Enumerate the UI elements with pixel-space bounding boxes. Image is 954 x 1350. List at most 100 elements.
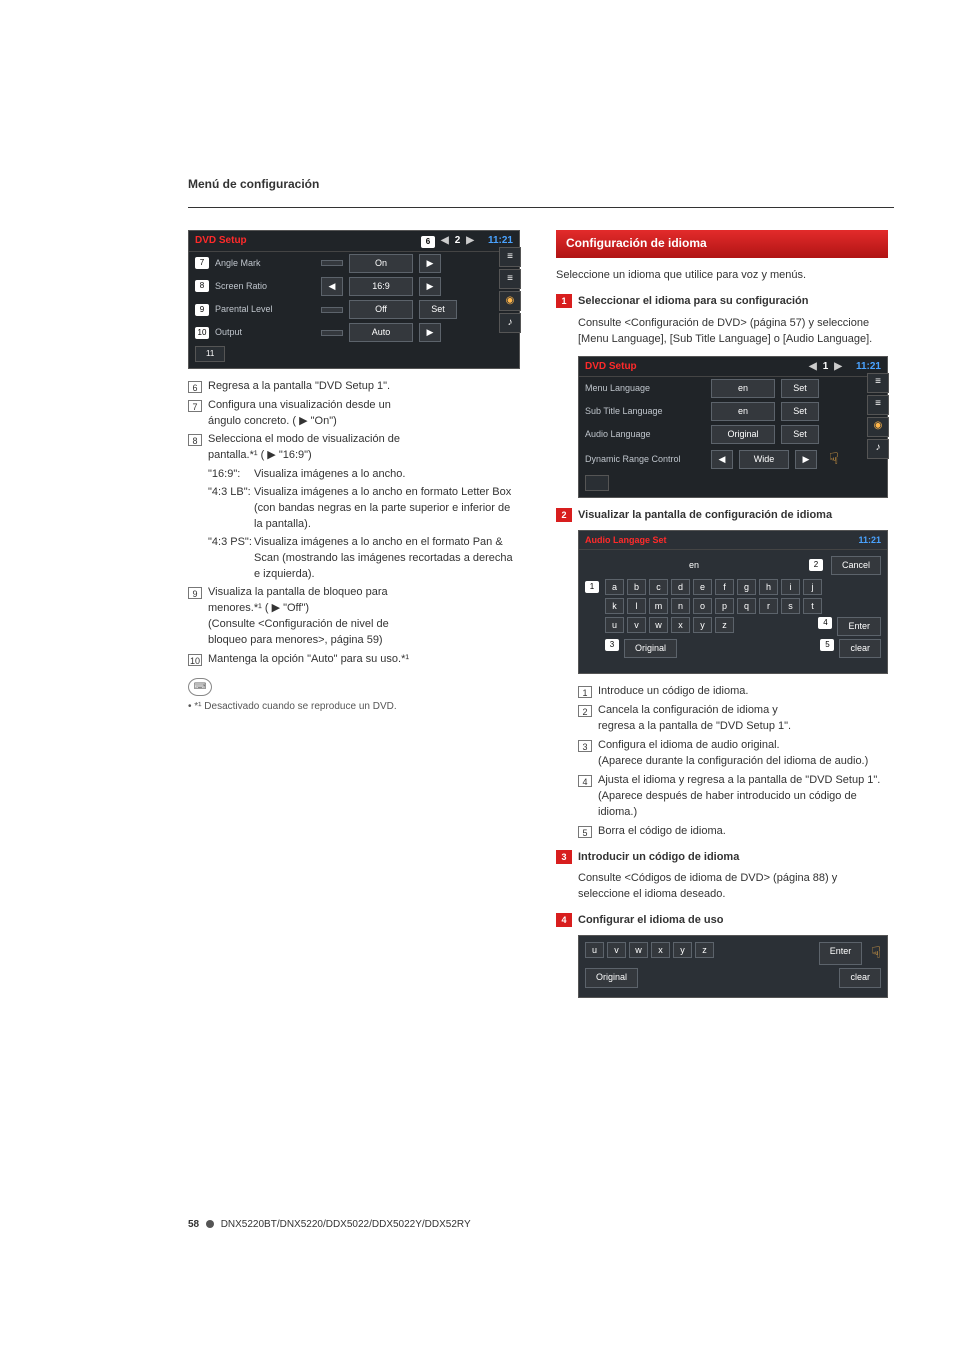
key[interactable]: z bbox=[715, 617, 734, 633]
left-arrow-button[interactable] bbox=[321, 307, 343, 313]
key[interactable]: t bbox=[803, 598, 822, 614]
note-block: ⌨ • *¹ Desactivado cuando se reproduce u… bbox=[188, 678, 520, 715]
key[interactable]: y bbox=[693, 617, 712, 633]
value-button[interactable]: Wide bbox=[739, 450, 789, 469]
key[interactable]: s bbox=[781, 598, 800, 614]
side-icon[interactable]: ≡ bbox=[867, 373, 889, 393]
legend-marker: 8 bbox=[188, 434, 202, 446]
step-title: Seleccionar el idioma para su configurac… bbox=[578, 294, 808, 310]
key[interactable]: c bbox=[649, 579, 668, 595]
right-arrow-button[interactable]: ▶ bbox=[419, 277, 441, 296]
value-button[interactable]: Off bbox=[349, 300, 413, 319]
key[interactable]: y bbox=[673, 942, 692, 958]
key[interactable]: v bbox=[607, 942, 626, 958]
key[interactable]: r bbox=[759, 598, 778, 614]
side-icon[interactable]: ♪ bbox=[499, 313, 521, 333]
key[interactable]: m bbox=[649, 598, 668, 614]
legend-text: Mantenga la opción "Auto" para su uso.*¹ bbox=[208, 652, 520, 668]
row-label: Parental Level bbox=[215, 303, 315, 316]
key[interactable]: u bbox=[585, 942, 604, 958]
side-icon[interactable]: ≡ bbox=[499, 269, 521, 289]
bottom-row: 3 Original 5 clear bbox=[605, 639, 881, 658]
original-button[interactable]: Original bbox=[624, 639, 677, 658]
pager-next-icon: ▶ bbox=[834, 360, 842, 375]
clear-button[interactable]: clear bbox=[839, 639, 881, 658]
legend-text: Borra el código de idioma. bbox=[598, 824, 888, 840]
value-button[interactable]: Auto bbox=[349, 323, 413, 342]
dvd-setup-title: DVD Setup bbox=[585, 360, 637, 375]
key[interactable]: x bbox=[651, 942, 670, 958]
right-arrow-button[interactable]: ▶ bbox=[795, 450, 817, 469]
original-button[interactable]: Original bbox=[585, 968, 638, 987]
key[interactable]: p bbox=[715, 598, 734, 614]
key[interactable]: b bbox=[627, 579, 646, 595]
step-title: Introducir un código de idioma bbox=[578, 850, 739, 866]
key[interactable]: d bbox=[671, 579, 690, 595]
side-icon-bar: ≡ ≡ ◉ ♪ bbox=[867, 373, 889, 459]
left-arrow-button[interactable] bbox=[321, 330, 343, 336]
side-icon[interactable]: ♪ bbox=[867, 439, 889, 459]
cancel-button[interactable]: Cancel bbox=[831, 556, 881, 575]
key[interactable]: j bbox=[803, 579, 822, 595]
key[interactable]: h bbox=[759, 579, 778, 595]
set-button[interactable]: Set bbox=[781, 402, 819, 421]
key[interactable]: f bbox=[715, 579, 734, 595]
key[interactable]: k bbox=[605, 598, 624, 614]
left-arrow-button[interactable]: ◀ bbox=[711, 450, 733, 469]
step-3-header: 3 Introducir un código de idioma bbox=[556, 850, 888, 866]
key[interactable]: l bbox=[627, 598, 646, 614]
side-icon[interactable]: ≡ bbox=[499, 247, 521, 267]
set-button[interactable]: Set bbox=[781, 379, 819, 398]
left-arrow-button[interactable] bbox=[321, 260, 343, 266]
marker-6: 6 bbox=[421, 236, 435, 248]
key[interactable]: q bbox=[737, 598, 756, 614]
key[interactable]: e bbox=[693, 579, 712, 595]
side-icon[interactable]: ◉ bbox=[867, 417, 889, 437]
lang-body: en 2 Cancel 1 abcdefghij klmnopqrst bbox=[579, 550, 887, 667]
dvd-setup-2-screenshot: DVD Setup 6 ◀ 2 ▶ 11:21 7 Angle Mark On … bbox=[188, 230, 520, 368]
right-arrow-button[interactable]: ▶ bbox=[419, 323, 441, 342]
legend-text: Configura el idioma de audio original.(A… bbox=[598, 738, 888, 770]
key[interactable]: u bbox=[605, 617, 624, 633]
key[interactable]: i bbox=[781, 579, 800, 595]
model-list: DNX5220BT/DNX5220/DDX5022/DDX5022Y/DDX52… bbox=[221, 1219, 471, 1230]
step-title: Visualizar la pantalla de configuración … bbox=[578, 508, 832, 524]
lang-title-bar: Audio Langage Set 11:21 bbox=[579, 531, 887, 550]
pager-prev-icon: ◀ bbox=[441, 234, 449, 249]
legend-line: (Aparece después de haber introducido un… bbox=[598, 790, 857, 818]
value-button[interactable]: en bbox=[711, 379, 775, 398]
set-button[interactable]: Set bbox=[419, 300, 457, 319]
legend-text: Configura una visualización desde unángu… bbox=[208, 398, 520, 430]
right-arrow-button[interactable]: ▶ bbox=[419, 254, 441, 273]
key[interactable]: w bbox=[649, 617, 668, 633]
key[interactable]: o bbox=[693, 598, 712, 614]
set-button[interactable]: Set bbox=[781, 425, 819, 444]
key[interactable]: n bbox=[671, 598, 690, 614]
key[interactable]: z bbox=[695, 942, 714, 958]
key[interactable]: w bbox=[629, 942, 648, 958]
enter-button[interactable]: Enter bbox=[837, 617, 881, 636]
step-4-header: 4 Configurar el idioma de uso bbox=[556, 913, 888, 929]
value-button[interactable]: en bbox=[711, 402, 775, 421]
key[interactable]: v bbox=[627, 617, 646, 633]
left-arrow-button[interactable]: ◀ bbox=[321, 277, 343, 296]
sub-val: Visualiza imágenes a lo ancho. bbox=[254, 467, 520, 483]
clear-button[interactable]: clear bbox=[839, 968, 881, 987]
side-icon[interactable]: ≡ bbox=[867, 395, 889, 415]
row-label: Sub Title Language bbox=[585, 405, 705, 418]
key[interactable]: g bbox=[737, 579, 756, 595]
key-row: klmnopqrst bbox=[605, 598, 881, 614]
bottom-tab[interactable]: 11 bbox=[195, 346, 225, 362]
enter-button[interactable]: Enter bbox=[819, 942, 863, 965]
row-label: Screen Ratio bbox=[215, 280, 315, 293]
bottom-tab[interactable] bbox=[585, 475, 609, 491]
key[interactable]: a bbox=[605, 579, 624, 595]
key[interactable]: x bbox=[671, 617, 690, 633]
value-button[interactable]: Original bbox=[711, 425, 775, 444]
row-marker: 9 bbox=[195, 304, 209, 316]
legend-marker: 2 bbox=[578, 705, 592, 717]
confirm-strip-screenshot: uvwxyz Enter ☟ Original clear bbox=[578, 935, 888, 997]
value-button[interactable]: On bbox=[349, 254, 413, 273]
value-button[interactable]: 16:9 bbox=[349, 277, 413, 296]
side-icon[interactable]: ◉ bbox=[499, 291, 521, 311]
